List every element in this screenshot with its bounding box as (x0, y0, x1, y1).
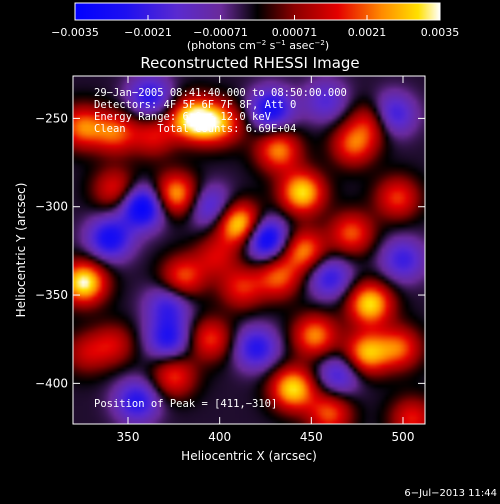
image-map (73, 76, 425, 424)
colorbar-tick-label: 0.00071 (272, 26, 318, 39)
colorbar-ticks: −0.0035 −0.0021 −0.00071 0.00071 0.0021 0.003… (51, 15, 459, 39)
y-axis-label: Heliocentric Y (arcsec) (14, 183, 28, 318)
colorbar-tick-label: −0.0035 (51, 26, 99, 39)
colorbar-tick-label: −0.00071 (193, 26, 248, 39)
colorbar-tick-label: 0.0021 (348, 26, 387, 39)
peak-position-label: Position of Peak = [411,−310] (94, 398, 277, 410)
annotation-line: Clean Total counts: 6.69E+04 (94, 123, 296, 135)
colorbar: −0.0035 −0.0021 −0.00071 0.00071 0.0021 0.003… (51, 2, 459, 52)
y-tick-label: −400 (35, 376, 68, 390)
annotation-line: Energy Range: 6.0 − 12.0 keV (94, 111, 272, 123)
y-tick-label: −300 (35, 200, 68, 214)
x-tick-label: 350 (117, 430, 140, 444)
heatmap-image (73, 76, 425, 424)
chart-title: Reconstructed RHESSI Image (140, 54, 359, 72)
annotation-line: 29−Jan−2005 08:41:40.000 to 08:50:00.000 (94, 87, 347, 99)
x-axis-label: Heliocentric X (arcsec) (181, 449, 317, 463)
x-axis-ticks: 350 400 450 500 (117, 76, 415, 444)
annotation-line: Detectors: 4F 5F 6F 7F 8F, Att 0 (94, 99, 296, 111)
plot-frame (72, 75, 426, 425)
y-axis-ticks: −250 −300 −350 −400 (35, 111, 425, 390)
x-tick-label: 450 (300, 430, 323, 444)
colorbar-frame (74, 2, 441, 21)
annotations: 29−Jan−2005 08:41:40.000 to 08:50:00.000… (94, 87, 347, 410)
colorbar-unit-label: (photons cm−2 s−1 asec−2) (187, 39, 329, 52)
colorbar-gradient (75, 3, 440, 20)
y-tick-label: −250 (35, 111, 68, 125)
timestamp: 6−Jul−2013 11:44 (404, 488, 497, 499)
x-tick-label: 500 (392, 430, 415, 444)
colorbar-tick-label: −0.0021 (124, 26, 172, 39)
y-tick-label: −350 (35, 288, 68, 302)
colorbar-tick-label: 0.0035 (421, 26, 460, 39)
x-tick-label: 400 (208, 430, 231, 444)
